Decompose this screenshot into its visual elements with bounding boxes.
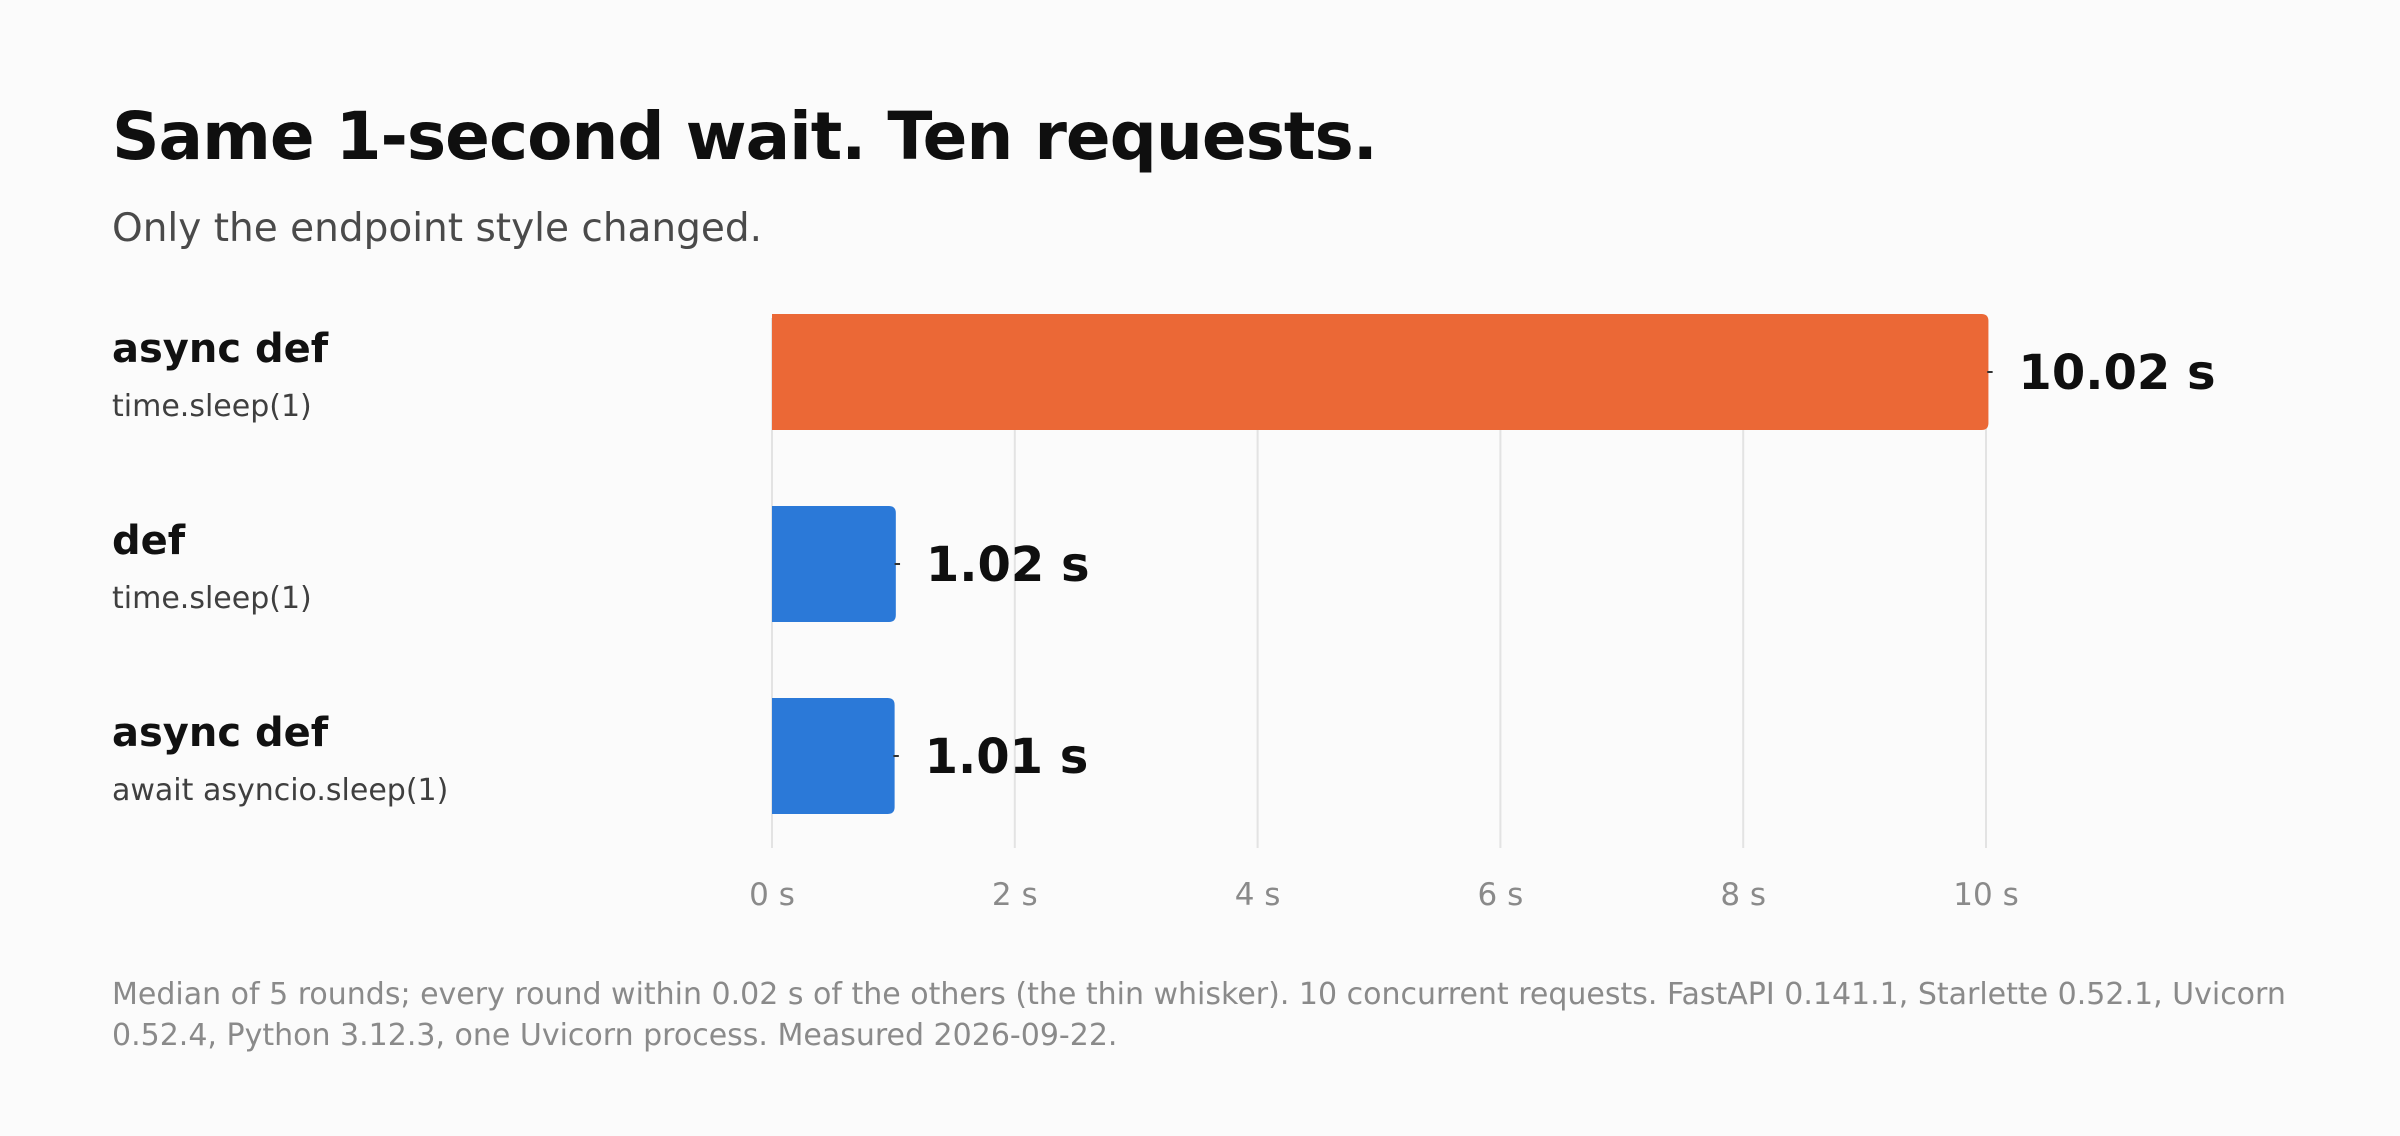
category-labels: async def time.sleep(1) def time.sleep(1) as… — [112, 326, 448, 808]
category-subtitle: await asyncio.sleep(1) — [112, 773, 448, 808]
chart-subtitle: Only the endpoint style changed. — [112, 206, 763, 251]
chart-title: Same 1-second wait. Ten requests. — [112, 98, 1378, 175]
bar — [772, 506, 896, 622]
value-label: 1.01 s — [925, 729, 1089, 785]
category-subtitle: time.sleep(1) — [112, 581, 312, 616]
category-title: def — [112, 518, 186, 564]
bar-chart: 10.02 s 1.02 s 1.01 s async def time.sleep(… — [112, 314, 2216, 913]
value-label: 10.02 s — [2018, 345, 2215, 401]
x-tick-label: 4 s — [1235, 877, 1281, 913]
bars: 10.02 s 1.02 s 1.01 s — [772, 314, 2216, 814]
x-tick-label: 0 s — [749, 877, 795, 913]
category-title: async def — [112, 710, 329, 756]
category-title: async def — [112, 326, 329, 372]
x-tick-label: 10 s — [1953, 877, 2018, 913]
x-axis-ticks: 0 s 2 s 4 s 6 s 8 s 10 s — [749, 877, 2019, 913]
footnote: Median of 5 rounds; every round within 0… — [112, 977, 2286, 1053]
bar — [772, 698, 895, 814]
value-label: 1.02 s — [926, 537, 1090, 593]
x-tick-label: 8 s — [1720, 877, 1766, 913]
category-subtitle: time.sleep(1) — [112, 389, 312, 424]
x-tick-label: 2 s — [992, 877, 1038, 913]
bar — [772, 314, 1989, 430]
x-tick-label: 6 s — [1478, 877, 1524, 913]
